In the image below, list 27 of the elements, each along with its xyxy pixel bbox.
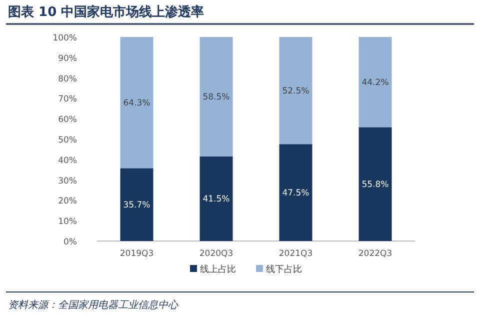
y-tick-label: 40%	[58, 156, 77, 166]
text: 资料来源：全国家用电器工业信息中心	[8, 299, 179, 311]
data-label: 44.2%	[362, 78, 389, 88]
x-tick-label: 2022Q3	[358, 249, 392, 259]
data-label: 58.5%	[202, 92, 230, 103]
x-tick-label: 2020Q3	[199, 249, 234, 259]
y-tick-label: 20%	[58, 196, 77, 207]
data-label: 55.8%	[362, 180, 389, 190]
y-tick-label: 0%	[64, 238, 77, 248]
y-tick-label: 100%	[52, 34, 77, 44]
y-tick-label: 60%	[58, 115, 77, 126]
legend-label: 线下占比	[266, 264, 302, 275]
data-label: 41.5%	[202, 194, 230, 205]
x-tick-label: 2019Q3	[120, 249, 154, 259]
y-tick-label: 30%	[58, 176, 77, 186]
y-tick-label: 50%	[58, 136, 77, 146]
data-label: 35.7%	[123, 200, 150, 211]
legend-label: 线上占比	[200, 264, 236, 275]
y-tick-label: 80%	[58, 74, 77, 84]
y-tick-label: 10%	[58, 217, 77, 228]
x-tick-label: 2021Q3	[278, 249, 313, 259]
y-tick-label: 90%	[58, 54, 77, 64]
y-tick-label: 70%	[58, 94, 77, 105]
data-label: 52.5%	[282, 86, 310, 97]
chart-title: 图表 10 中国家电市场线上渗透率	[8, 4, 204, 20]
data-label: 47.5%	[282, 188, 310, 199]
data-label: 64.3%	[123, 98, 150, 109]
